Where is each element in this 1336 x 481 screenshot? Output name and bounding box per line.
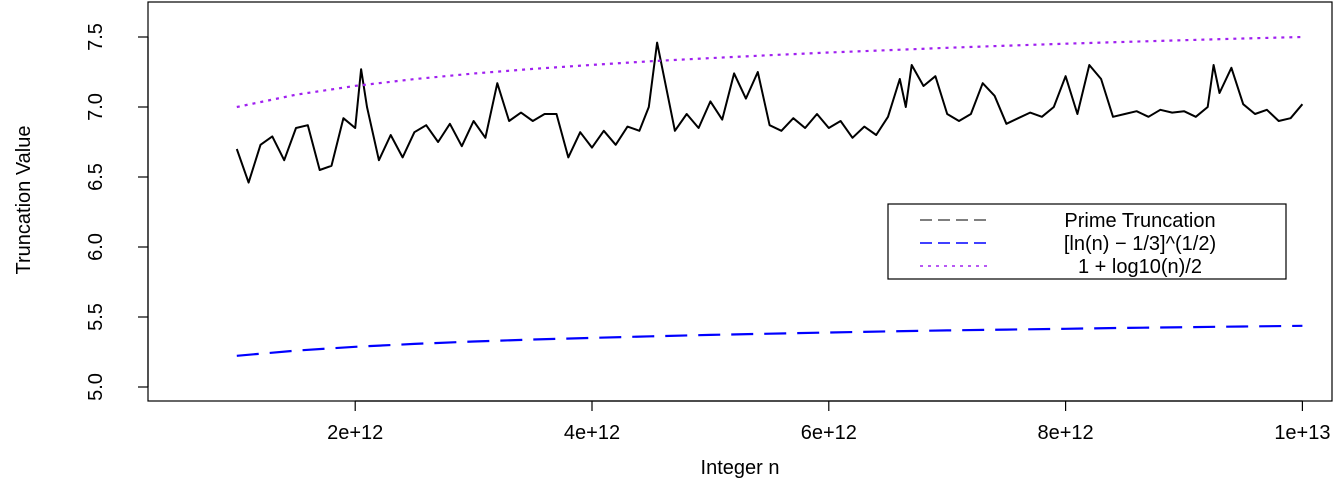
plot-frame	[147, 1, 1333, 402]
y-axis: 5.0 5.5 6.0 6.5 7.0 7.5	[85, 23, 149, 401]
series-line-3	[236, 35, 1303, 109]
series-line-1	[235, 41, 1304, 184]
legend: Prime Truncation[ln(n) − 1/3]^(1/2)1 + l…	[887, 203, 1287, 280]
y-axis-title: Truncation Value	[13, 126, 35, 275]
y-tick-label: 6.5	[85, 163, 107, 191]
y-tick-label: 5.5	[85, 303, 107, 331]
x-axis-title: Integer n	[701, 457, 780, 479]
x-tick-label: 1e+13	[1274, 422, 1330, 444]
y-tick-label: 7.0	[85, 93, 107, 121]
x-tick-label: 4e+12	[564, 422, 620, 444]
y-tick-label: 6.0	[85, 233, 107, 261]
y-tick-label: 5.0	[85, 373, 107, 401]
y-tick-label: 7.5	[85, 23, 107, 51]
legend-label-2: [ln(n) − 1/3]^(1/2)	[1064, 233, 1216, 255]
x-tick-label: 8e+12	[1038, 422, 1094, 444]
legend-label-3: 1 + log10(n)/2	[1078, 256, 1202, 278]
legend-label-1: Prime Truncation	[1064, 210, 1215, 232]
series-line-2	[236, 324, 1303, 357]
x-tick-label: 6e+12	[801, 422, 857, 444]
x-axis: 2e+12 4e+12 6e+12 8e+12 1e+13	[327, 400, 1330, 444]
series-layer	[235, 35, 1304, 357]
x-tick-label: 2e+12	[327, 422, 383, 444]
